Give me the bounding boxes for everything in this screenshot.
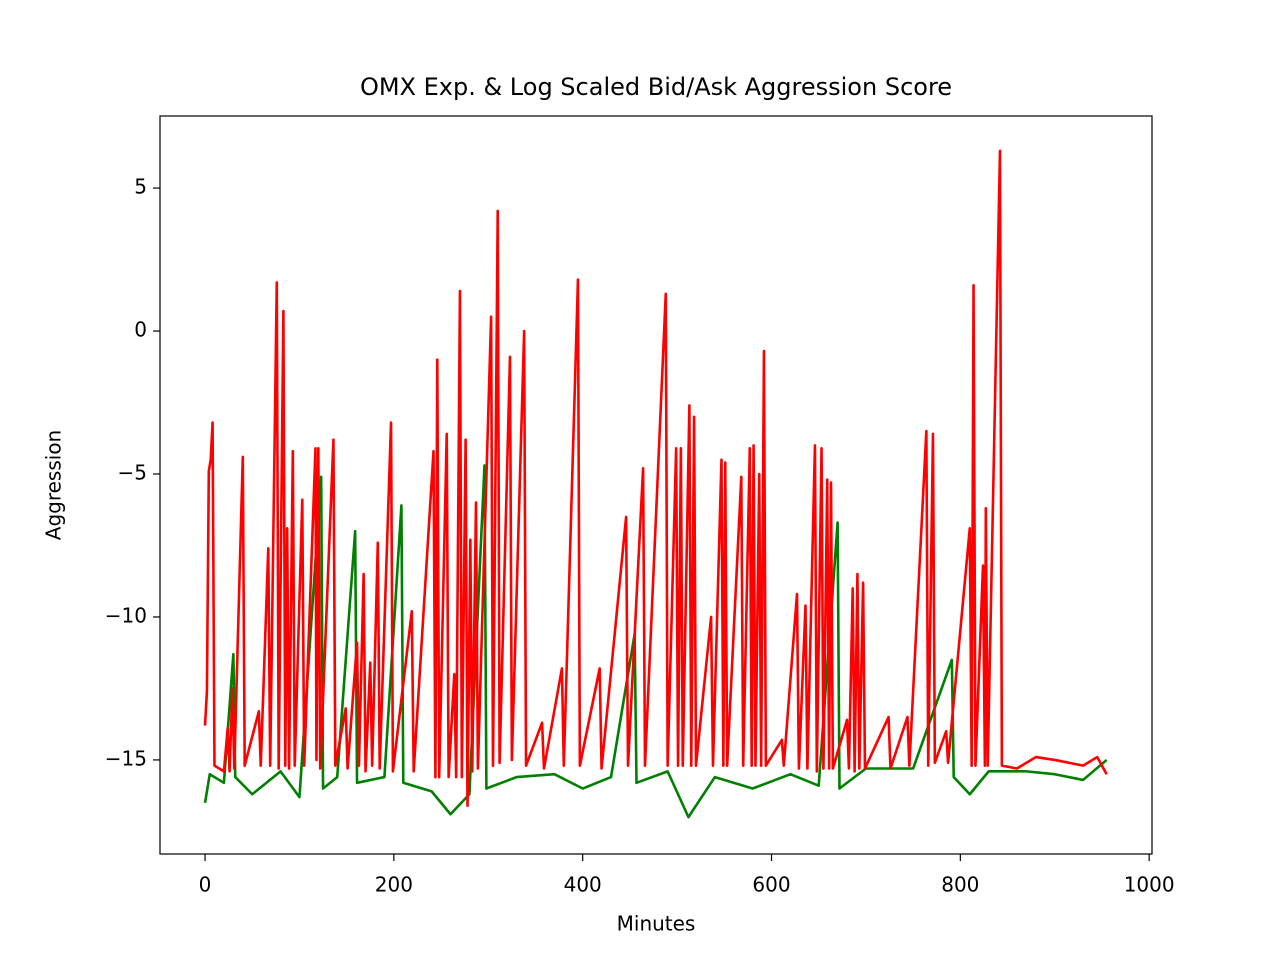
x-tick-label: 0 bbox=[199, 873, 212, 897]
x-tick-label: 600 bbox=[752, 873, 790, 897]
axes-frame bbox=[159, 115, 1153, 855]
y-tick-label: −5 bbox=[118, 460, 147, 484]
y-tick-label: −10 bbox=[105, 603, 147, 627]
x-tick-label: 200 bbox=[375, 873, 413, 897]
chart-title: OMX Exp. & Log Scaled Bid/Ask Aggression… bbox=[360, 73, 952, 101]
x-tick-label: 1000 bbox=[1124, 873, 1175, 897]
series-line bbox=[203, 149, 1108, 807]
y-tick-label: 0 bbox=[134, 318, 147, 342]
y-axis-label: Aggression bbox=[42, 430, 66, 540]
y-tick-label: −15 bbox=[105, 746, 147, 770]
x-tick-label: 800 bbox=[941, 873, 979, 897]
x-tick-label: 400 bbox=[564, 873, 602, 897]
y-tick-label: 5 bbox=[134, 175, 147, 199]
plot-area bbox=[203, 149, 1108, 819]
x-axis-label: Minutes bbox=[617, 912, 696, 936]
